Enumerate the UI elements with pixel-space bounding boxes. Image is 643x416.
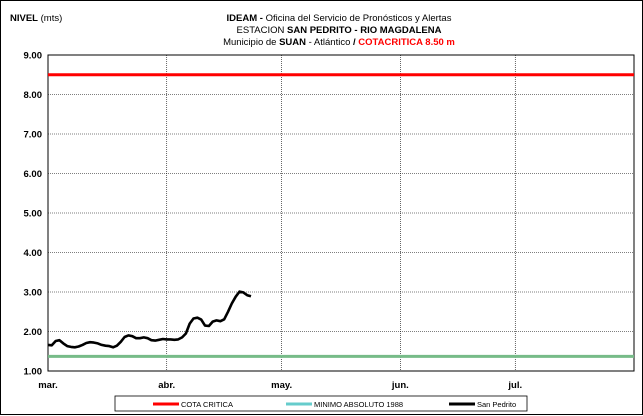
series-line-san-pedrito bbox=[47, 290, 252, 349]
y-tick-label: 6.00 bbox=[24, 169, 43, 180]
y-tick-label: 1.00 bbox=[24, 367, 43, 378]
x-tick-label: jul. bbox=[507, 380, 522, 391]
legend-label-cota-critica: COTA CRITICA bbox=[181, 400, 233, 409]
chart-title-line3: Municipio de SUAN - Atlántico / COTACRIT… bbox=[223, 37, 455, 48]
y-tick-label: 8.00 bbox=[24, 90, 43, 101]
legend-label-san-pedrito: San Pedrito bbox=[477, 400, 516, 409]
y-tick-label: 4.00 bbox=[24, 248, 43, 259]
series-layer bbox=[47, 73, 634, 358]
x-tick-label: may. bbox=[271, 380, 292, 391]
y-tick-labels: 9.00 8.00 7.00 6.00 5.00 4.00 3.00 2.00 1.00 bbox=[24, 51, 43, 378]
chart-title-line1: IDEAM - Oficina del Servicio de Pronósti… bbox=[227, 13, 452, 24]
gridlines bbox=[48, 55, 634, 371]
chart-title-line2: ESTACION SAN PEDRITO - RIO MAGDALENA bbox=[237, 25, 442, 36]
y-tick-label: 7.00 bbox=[24, 130, 43, 141]
y-tick-label: 5.00 bbox=[24, 209, 43, 220]
x-tick-labels: mar. abr. may. jun. jul. bbox=[38, 380, 522, 391]
y-tick-label: 9.00 bbox=[24, 51, 43, 62]
y-tick-label: 3.00 bbox=[24, 288, 43, 299]
y-tick-label: 2.00 bbox=[24, 327, 43, 338]
x-tick-label: jun. bbox=[391, 380, 409, 391]
legend-box bbox=[114, 395, 528, 412]
x-tick-label: abr. bbox=[158, 380, 175, 391]
legend-label-minimo: MINIMO ABSOLUTO 1988 bbox=[314, 400, 403, 409]
x-tick-label: mar. bbox=[38, 380, 58, 391]
y-axis-title: NIVEL (mts) bbox=[10, 13, 62, 24]
